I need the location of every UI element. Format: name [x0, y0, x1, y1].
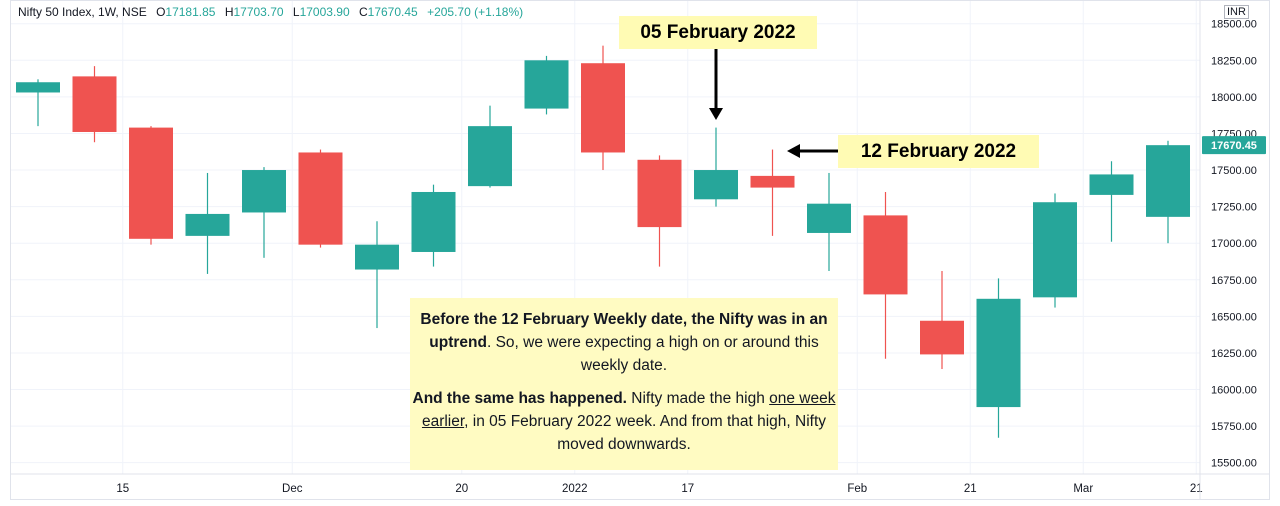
axis-layer: 15500.00 15750.00 16000.00 16250.00 16500.00… [10, 0, 1270, 500]
note-paragraph-1: Before the 12 February Weekly date, the … [410, 308, 838, 377]
candle-body [298, 152, 343, 245]
candle[interactable] [242, 167, 286, 258]
x-tick-label: 21 [964, 483, 977, 495]
candle-body [581, 63, 625, 153]
y-tick-label: 16500.00 [1211, 311, 1257, 323]
candle-body [976, 298, 1021, 408]
candle-body [807, 203, 851, 233]
high-value: 17703.70 [233, 5, 284, 19]
arrow-12-feb-head [787, 144, 800, 158]
low-value: 17003.90 [299, 5, 350, 19]
y-tick-label: 17000.00 [1211, 238, 1257, 250]
candle-body [750, 175, 795, 188]
candle[interactable] [355, 221, 399, 329]
candle[interactable] [185, 172, 230, 274]
note-p2-rest: , in 05 February 2022 week. And from tha… [464, 413, 827, 453]
candle[interactable] [16, 79, 60, 127]
candle-body [863, 215, 908, 295]
y-tick-label: 16000.00 [1211, 385, 1257, 397]
candle-body [920, 320, 964, 355]
note-p2-mid: Nifty made the high [626, 390, 770, 407]
candle[interactable] [298, 149, 343, 248]
x-tick-label: 21 [1190, 483, 1203, 495]
candle[interactable] [581, 45, 625, 171]
candle-body [637, 159, 682, 228]
y-tick-label: 17250.00 [1211, 202, 1257, 214]
symbol-name: Nifty 50 Index, 1W, NSE [18, 5, 147, 19]
y-tick-label: 16250.00 [1211, 348, 1257, 360]
candle[interactable] [807, 172, 851, 271]
arrow-layer [709, 46, 838, 158]
callout-05-february-2022: 05 February 2022 [619, 16, 817, 49]
candle[interactable] [1089, 161, 1134, 242]
candle-body [1033, 202, 1077, 298]
x-tick-label: 20 [455, 483, 468, 495]
candle[interactable] [694, 127, 738, 207]
candle[interactable] [750, 149, 795, 236]
candle-body [16, 82, 60, 93]
open-value: 17181.85 [165, 5, 216, 19]
callout-12-february-2022: 12 February 2022 [838, 135, 1039, 168]
y-tick-label: 15750.00 [1211, 421, 1257, 433]
candle[interactable] [129, 126, 173, 245]
y-tick-label: 15500.00 [1211, 458, 1257, 470]
high-label: H [224, 5, 234, 19]
candle-body [524, 60, 569, 109]
candle-body [468, 126, 512, 187]
currency-badge[interactable]: INR [1224, 5, 1249, 19]
change-value: +205.70 (+1.18%) [427, 5, 524, 19]
note-paragraph-2: And the same has happened. Nifty made th… [410, 387, 838, 456]
candle-body [694, 170, 738, 200]
candle-body [1146, 145, 1190, 217]
candle[interactable] [1146, 140, 1190, 244]
candle-body [355, 244, 399, 270]
low-label: L [292, 5, 300, 19]
note-p2-bold: And the same has happened. [412, 390, 627, 407]
y-tick-label: 17500.00 [1211, 165, 1257, 177]
x-tick-label: Mar [1073, 483, 1093, 495]
chart-frame [10, 0, 1270, 500]
candle-layer [16, 45, 1190, 438]
y-tick-label: 18000.00 [1211, 92, 1257, 104]
y-tick-label: 18250.00 [1211, 55, 1257, 67]
candle[interactable] [920, 270, 964, 370]
candle[interactable] [863, 191, 908, 359]
note-p2-underline: one week earlier [421, 390, 836, 430]
candle[interactable] [637, 155, 682, 267]
last-price-label: 17670.45 [1211, 140, 1257, 152]
close-value: 17670.45 [367, 5, 418, 19]
last-price-tag [1202, 136, 1266, 155]
candle[interactable] [468, 105, 512, 188]
candle[interactable] [411, 184, 456, 267]
x-tick-label: 15 [116, 483, 129, 495]
note-p1-rest: . So, we were expecting a high on or aro… [486, 334, 819, 374]
candle[interactable] [1033, 193, 1077, 308]
arrow-05-feb-head [709, 108, 723, 120]
symbol-header: Nifty 50 Index, 1W, NSE O17181.85 H17703… [18, 5, 523, 19]
candle-body [185, 213, 230, 236]
candle-body [129, 127, 173, 239]
close-label: C [358, 5, 368, 19]
candle-body [242, 170, 286, 213]
x-tick-label: Dec [282, 483, 303, 495]
x-tick-label: 2022 [562, 483, 588, 495]
open-label: O [156, 5, 166, 19]
candle[interactable] [524, 55, 569, 115]
y-tick-label: 16750.00 [1211, 275, 1257, 287]
candle-body [72, 76, 117, 132]
annotation-note: Before the 12 February Weekly date, the … [410, 298, 838, 470]
candle[interactable] [72, 66, 117, 143]
x-tick-label: Feb [847, 483, 867, 495]
candle[interactable] [976, 278, 1021, 438]
candle-body [1089, 174, 1134, 195]
candle-body [411, 191, 456, 252]
note-p1-bold: Before the 12 February Weekly date, the … [420, 311, 828, 351]
x-tick-label: 17 [681, 483, 694, 495]
y-tick-label: 18500.00 [1211, 19, 1257, 31]
